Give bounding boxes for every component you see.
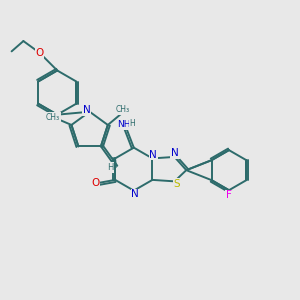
Text: N: N: [83, 105, 91, 115]
Text: CH₃: CH₃: [46, 113, 60, 122]
Text: CH₃: CH₃: [116, 105, 130, 114]
Text: H: H: [130, 119, 135, 128]
Text: N: N: [131, 190, 139, 200]
Text: N: N: [149, 150, 157, 160]
Text: N: N: [171, 148, 179, 158]
Text: F: F: [226, 190, 232, 200]
Text: O: O: [35, 48, 44, 58]
Text: S: S: [173, 179, 180, 189]
Text: O: O: [91, 178, 100, 188]
Text: H: H: [107, 163, 113, 172]
Text: NH: NH: [117, 121, 130, 130]
